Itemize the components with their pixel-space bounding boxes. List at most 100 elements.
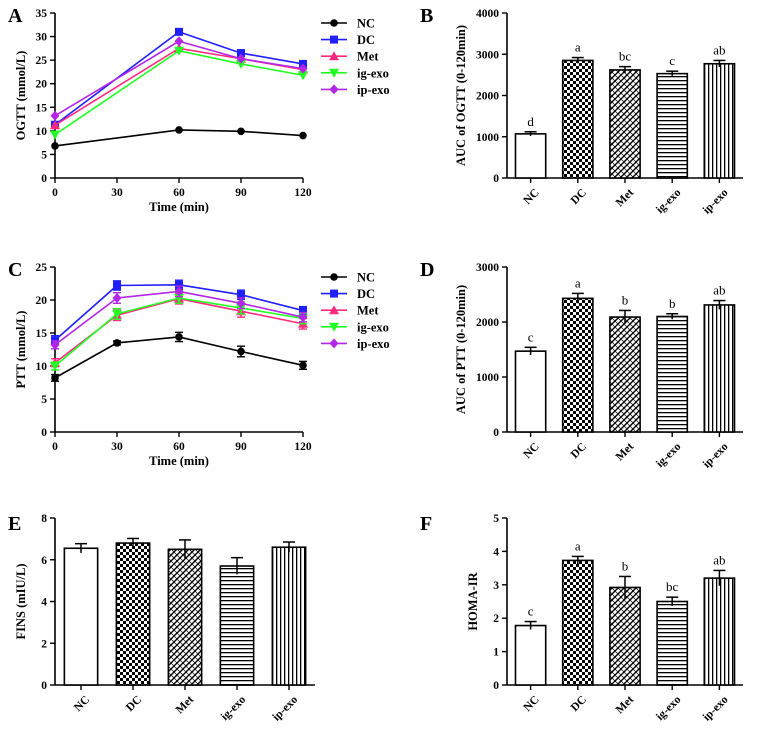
x-tick-label: 120 xyxy=(294,441,312,453)
category-label-ip-exo: ip-exo xyxy=(270,694,300,724)
y-tick-label: 20 xyxy=(36,295,48,307)
legend-label-met: Met xyxy=(357,50,379,64)
significance-letter-dc: a xyxy=(575,40,581,55)
y-axis-title: PTT (mmol/L) xyxy=(14,311,28,389)
data-point-dc xyxy=(299,306,307,315)
data-point-ip-exo xyxy=(298,63,308,74)
data-point-nc xyxy=(51,142,59,150)
category-label-met: Met xyxy=(614,441,637,464)
legend: NC DC Met ig-exo ip-exo xyxy=(321,271,390,351)
category-label-ig-exo: ig-exo xyxy=(219,694,248,723)
y-tick-label: 0 xyxy=(493,173,499,185)
data-point-nc xyxy=(113,339,121,347)
category-label-ig-exo: ig-exo xyxy=(654,441,683,470)
data-point-dc xyxy=(113,281,121,290)
y-tick-label: 0 xyxy=(41,173,47,185)
series-met xyxy=(50,43,308,130)
significance-letter-ig-exo: c xyxy=(669,53,675,68)
panel-label: F xyxy=(420,513,432,535)
significance-letter-ig-exo: b xyxy=(669,296,676,311)
y-tick-label: 10 xyxy=(36,361,48,373)
significance-letter-met: b xyxy=(622,558,629,573)
series-nc xyxy=(51,331,307,382)
x-tick-label: 0 xyxy=(52,187,58,199)
significance-letter-ig-exo: bc xyxy=(666,579,679,594)
data-point-ip-exo xyxy=(174,286,184,297)
category-label-dc: DC xyxy=(569,694,589,714)
significance-letter-dc: a xyxy=(575,538,581,553)
x-axis-title: Time (min) xyxy=(149,454,209,468)
panel-label: E xyxy=(8,513,21,535)
panel-a-line-chart: A 0 5 10 15 20 25 30 35 OGTT (mmol/L) 0 30 60 90 120 Ti… xyxy=(8,5,390,214)
category-label-ip-exo: ip-exo xyxy=(701,694,731,724)
category-label-ig-exo: ig-exo xyxy=(654,187,683,216)
category-label-met: Met xyxy=(614,694,637,717)
y-tick-label: 4 xyxy=(493,546,499,558)
x-tick-label: 60 xyxy=(173,441,185,453)
x-tick-label: 60 xyxy=(173,187,185,199)
y-tick-label: 3000 xyxy=(476,49,499,61)
legend-marker-dc xyxy=(330,289,338,298)
significance-letter-ip-exo: ab xyxy=(713,42,725,57)
y-tick-label: 0 xyxy=(41,680,47,692)
data-point-nc xyxy=(175,126,183,134)
data-point-dc xyxy=(237,49,245,58)
y-axis-title: FINS (mIU/L) xyxy=(14,563,28,639)
bar-met xyxy=(609,69,641,179)
x-tick-label: 30 xyxy=(111,441,123,453)
y-tick-label: 2000 xyxy=(476,91,499,103)
data-point-ip-exo xyxy=(174,36,184,47)
bar-ip-exo xyxy=(271,546,307,686)
y-tick-label: 25 xyxy=(36,55,48,67)
y-tick-label: 3 xyxy=(493,580,499,592)
significance-letter-dc: a xyxy=(575,275,581,290)
panel-label: D xyxy=(420,259,434,281)
series-ig-exo xyxy=(50,46,308,140)
x-tick-label: 0 xyxy=(52,441,58,453)
legend-label-nc: NC xyxy=(357,17,375,31)
y-tick-label: 1000 xyxy=(476,132,499,144)
y-tick-label: 4000 xyxy=(476,8,499,20)
significance-letter-ip-exo: ab xyxy=(713,283,725,298)
y-tick-label: 15 xyxy=(36,328,48,340)
category-label-dc: DC xyxy=(569,187,589,207)
category-label-ip-exo: ip-exo xyxy=(701,187,731,217)
data-point-nc xyxy=(51,374,59,382)
legend-marker-nc xyxy=(330,19,338,27)
legend-marker-ip-exo xyxy=(329,84,339,95)
y-tick-label: 2 xyxy=(41,638,47,650)
y-tick-label: 5 xyxy=(41,394,47,406)
bar-nc xyxy=(514,350,547,433)
category-label-nc: NC xyxy=(522,441,542,461)
category-label-ig-exo: ig-exo xyxy=(654,694,683,723)
series-line-ip-exo xyxy=(54,40,304,117)
legend-label-ig-exo: ig-exo xyxy=(357,66,389,80)
bar-nc xyxy=(514,133,547,179)
data-point-ip-exo xyxy=(236,53,246,64)
significance-letter-met: b xyxy=(622,292,629,307)
data-point-dc xyxy=(175,280,183,289)
data-point-dc xyxy=(175,27,183,36)
data-point-ig-exo xyxy=(112,309,122,319)
category-label-met: Met xyxy=(614,187,637,210)
bar-ip-exo xyxy=(703,577,736,686)
panel-f-bar-chart: F 0 1 2 3 4 5 HOMA-IR c NC a DC b Met bc ig-exo ab ip-exo xyxy=(420,513,743,723)
y-tick-label: 3000 xyxy=(476,262,499,274)
data-point-ip-exo xyxy=(50,110,60,121)
y-tick-label: 8 xyxy=(41,513,47,525)
category-label-nc: NC xyxy=(522,694,542,714)
y-tick-label: 2000 xyxy=(476,317,499,329)
category-label-dc: DC xyxy=(569,441,589,461)
legend-marker-ig-exo xyxy=(329,322,339,332)
category-label-nc: NC xyxy=(72,694,92,714)
bar-nc xyxy=(63,547,99,686)
panel-label: B xyxy=(420,5,433,27)
series-ip-exo xyxy=(50,36,308,121)
data-point-ip-exo xyxy=(50,339,60,350)
bar-ig-exo xyxy=(219,565,255,686)
y-axis-title: AUC of OGTT (0-120min) xyxy=(454,25,468,166)
category-label-met: Met xyxy=(174,694,197,717)
data-point-ig-exo xyxy=(298,71,308,81)
significance-letter-nc: c xyxy=(528,329,534,344)
